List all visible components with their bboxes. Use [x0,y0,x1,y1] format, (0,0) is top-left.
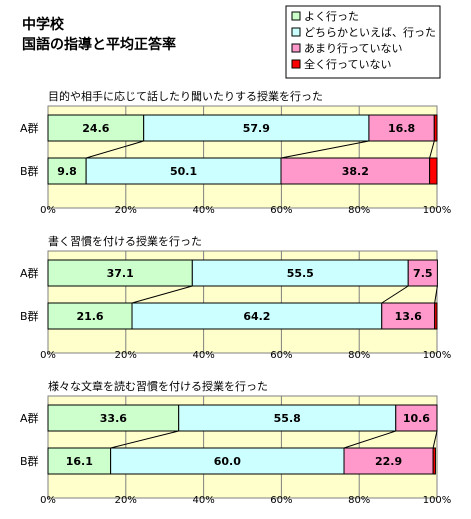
series-line [280,140,370,159]
x-tick-label: 80% [348,495,370,506]
chart-subtitle: 書く習慣を付ける授業を行った [48,234,202,248]
bar-segment [343,447,434,475]
legend-box [285,5,441,79]
legend-swatch [291,11,301,21]
data-label: 64.2 [243,310,270,323]
x-tick-label: 100% [423,495,452,506]
data-label: 57.9 [243,122,270,135]
series-line [432,430,438,449]
category-label: B群 [20,454,39,468]
legend-swatch [291,43,301,53]
x-tick-label: 20% [115,495,137,506]
data-label: 16.1 [66,455,93,468]
bar-segment [395,404,438,432]
data-label: 55.8 [274,412,301,425]
x-tick-label: 40% [192,350,214,361]
data-label: 9.8 [57,165,77,178]
category-label: B群 [20,164,39,178]
data-label: 38.2 [342,165,369,178]
series-line [85,140,144,159]
chart-panel: 書く習慣を付ける授業を行った 37.1 55.5 7.5 A群 21.6 64.2 13.6 B… [20,234,451,361]
data-label: 16.8 [388,122,415,135]
x-tick-label: 100% [423,350,452,361]
x-tick-label: 80% [348,205,370,216]
chart-panel: 目的や相手に応じて話したり聞いたりする授業を行った 24.6 57.9 16.8 A群 9… [20,89,451,216]
data-label: 22.9 [375,455,402,468]
bar-segment [47,404,180,432]
bar-segment [178,404,397,432]
data-label: 7.5 [413,267,433,280]
x-tick-label: 100% [423,205,452,216]
bar-segment [432,447,436,475]
bar-segment [47,114,145,142]
series-line [343,430,396,449]
data-label: 13.6 [395,310,422,323]
series-line [434,285,438,304]
bar-segment [381,302,436,330]
legend-entry: どちらかといえば、行った [304,26,436,39]
data-label: 10.6 [403,412,430,425]
data-label: 37.1 [107,267,134,280]
data-label: 55.5 [287,267,314,280]
chart-panels: 目的や相手に応じて話したり聞いたりする授業を行った 24.6 57.9 16.8 A群 9… [20,89,451,506]
x-tick-label: 0% [40,205,56,216]
legend-entry: よく行った [304,10,359,23]
x-tick-label: 40% [192,205,214,216]
category-label: B群 [20,309,39,323]
bar-segment [191,259,409,287]
legend-entry: あまり行っていない [304,42,402,55]
x-tick-label: 60% [270,495,292,506]
x-tick-label: 60% [270,350,292,361]
x-tick-label: 40% [192,495,214,506]
data-label: 60.0 [214,455,241,468]
data-label: 33.6 [100,412,127,425]
bar-segment [433,114,438,142]
bar-segment [131,302,383,330]
bar-segment [47,259,193,287]
x-tick-label: 60% [270,205,292,216]
series-line [131,285,193,304]
data-label: 50.1 [170,165,197,178]
bar-segment [110,447,345,475]
category-label: A群 [20,121,39,135]
series-line [110,430,179,449]
bar-segment [407,259,438,287]
bar-segment [143,114,370,142]
x-tick-label: 80% [348,350,370,361]
page-title-line-1: 中学校 [22,16,65,33]
series-line [381,285,409,304]
data-label: 21.6 [76,310,103,323]
bar-segment [47,302,133,330]
x-tick-label: 20% [115,205,137,216]
legend-swatch [291,59,301,69]
chart-subtitle: 目的や相手に応じて話したり聞いたりする授業を行った [48,89,323,103]
category-label: A群 [20,266,39,280]
category-label: A群 [20,411,39,425]
x-tick-label: 20% [115,350,137,361]
bar-segment [47,447,112,475]
x-tick-label: 0% [40,495,56,506]
chart-panel: 様々な文章を読む習慣を付ける授業を行った 33.6 55.8 10.6 A群 16.1 60… [20,379,451,506]
legend-swatch [291,27,301,37]
bar-segment [434,302,438,330]
page-title-line-2: 国語の指導と平均正答率 [22,36,176,53]
data-label: 24.6 [82,122,109,135]
bar-segment [47,157,87,185]
series-line [429,140,435,159]
legend-entry: 全く行っていない [304,57,391,71]
x-tick-label: 0% [40,350,56,361]
chart-subtitle: 様々な文章を読む習慣を付ける授業を行った [48,379,268,393]
bar-segment [429,157,438,185]
